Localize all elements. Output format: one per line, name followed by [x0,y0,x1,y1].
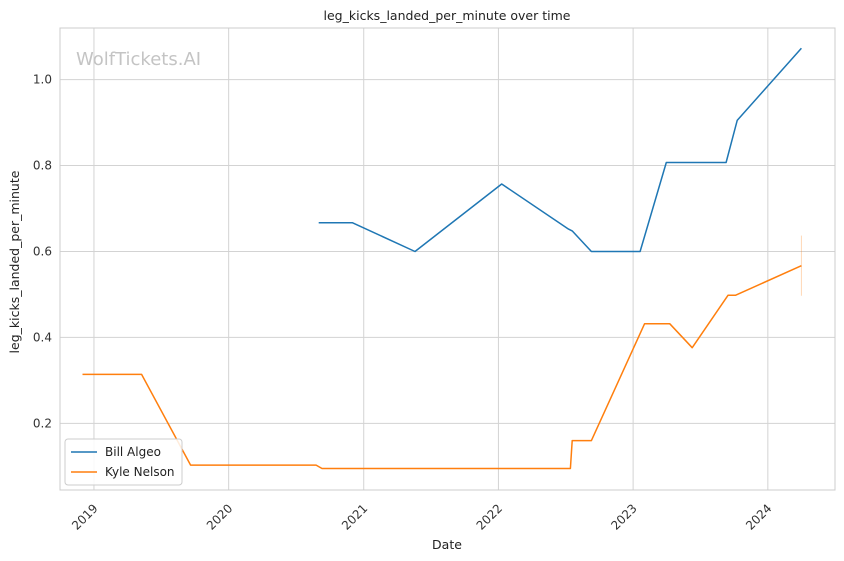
series-line-kyle-nelson [82,265,802,470]
legend: Bill Algeo Kyle Nelson [64,438,183,486]
y-tick-label: 0.4 [33,330,52,344]
legend-label-kyle-nelson: Kyle Nelson [105,465,175,479]
y-tick-label: 0.2 [33,416,52,430]
y-tick-labels: 0.2 0.4 0.6 0.8 1.0 [33,73,52,431]
legend-box [64,438,183,486]
legend-label-bill-algeo: Bill Algeo [105,445,161,459]
y-tick-label: 0.6 [33,244,52,258]
series-layer [82,47,802,470]
chart-title: leg_kicks_landed_per_minute over time [324,8,571,23]
watermark: WolfTickets.AI [76,49,201,70]
grid-lines [60,28,835,490]
series-line-bill-algeo [318,47,802,253]
plot-frame [59,27,836,491]
y-axis-title: leg_kicks_landed_per_minute [7,170,22,353]
x-axis-title: Date [432,537,462,552]
y-tick-label: 0.8 [33,159,52,173]
y-tick-label: 1.0 [33,73,52,87]
